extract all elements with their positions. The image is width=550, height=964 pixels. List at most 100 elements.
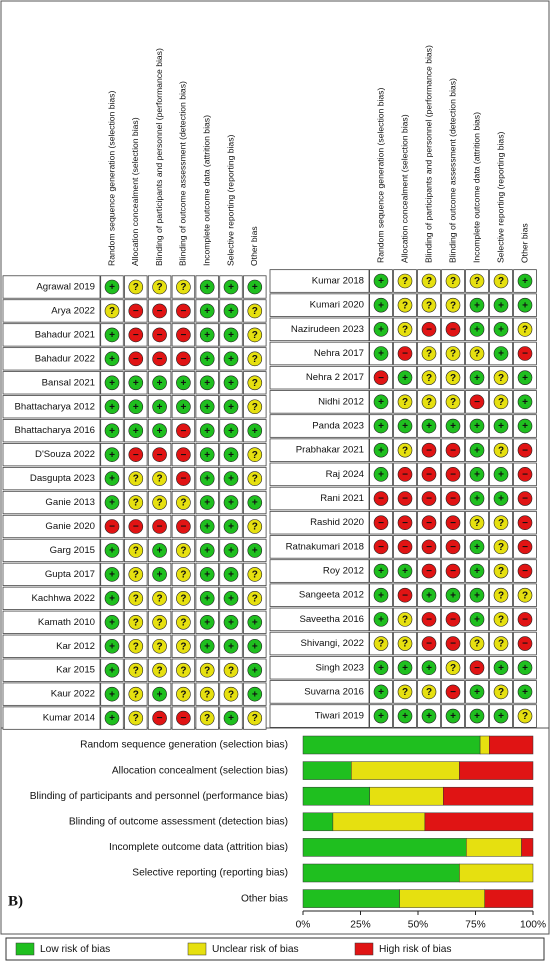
- judgment-circle: [152, 710, 167, 726]
- judgment-symbol: −: [133, 522, 139, 533]
- domain-header: Blinding of outcome assessment (detectio…: [447, 78, 457, 263]
- judgment-symbol: −: [474, 397, 480, 408]
- judgment-symbol: ?: [180, 641, 186, 652]
- judgment-circle: [493, 563, 509, 579]
- judgment-symbol: +: [498, 711, 504, 722]
- judgment-circle: [128, 543, 144, 558]
- judgment-symbol: ?: [157, 617, 163, 628]
- judgment-symbol: +: [109, 402, 115, 413]
- judgment-symbol: −: [378, 518, 384, 529]
- judgment-symbol: ?: [522, 711, 528, 722]
- study-name: Roy 2012: [323, 566, 364, 577]
- judgment-circle: [517, 515, 533, 531]
- judgment-symbol: ?: [204, 713, 210, 724]
- study-name: Dasgupta 2023: [30, 473, 95, 484]
- judgment-circle: [493, 370, 509, 385]
- judgment-circle: [128, 495, 144, 510]
- study-name: Kar 2012: [56, 641, 95, 652]
- judgment-circle: [247, 471, 263, 486]
- judgment-circle: [373, 297, 389, 313]
- judgment-symbol: ?: [252, 474, 258, 485]
- judgment-circle: [199, 375, 215, 391]
- judgment-symbol: +: [204, 378, 210, 389]
- judgment-circle: [373, 636, 389, 651]
- study-name: Bhattacharya 2016: [14, 425, 95, 436]
- judgment-circle: [493, 491, 509, 506]
- judgment-circle: [128, 614, 144, 630]
- judgment-circle: [421, 491, 437, 506]
- judgment-symbol: +: [474, 494, 480, 505]
- bar: [399, 889, 485, 908]
- judgment-circle: [469, 684, 485, 700]
- judgment-circle: [373, 587, 389, 603]
- judgment-symbol: +: [228, 282, 234, 293]
- judgment-circle: [373, 708, 389, 724]
- judgment-circle: [247, 327, 263, 343]
- judgment-symbol: ?: [450, 300, 456, 311]
- judgment-symbol: −: [180, 306, 186, 317]
- judgment-circle: [223, 662, 239, 678]
- judgment-symbol: +: [474, 590, 480, 601]
- judgment-symbol: ?: [133, 665, 139, 676]
- judgment-circle: [223, 471, 239, 486]
- domain-header: Incomplete outcome data (attrition bias): [471, 112, 481, 263]
- judgment-symbol: −: [109, 522, 115, 533]
- study-name: Kumar 2014: [43, 713, 96, 724]
- judgment-symbol: −: [426, 494, 432, 505]
- judgment-symbol: ?: [498, 590, 504, 601]
- study-cell: [269, 317, 370, 342]
- judgment-symbol: ?: [228, 665, 234, 676]
- bar: [302, 761, 352, 780]
- judgment-circle: [493, 515, 509, 531]
- judgment-symbol: ?: [450, 276, 456, 287]
- judgment-symbol: −: [157, 713, 163, 724]
- study-cell: [269, 559, 370, 583]
- judgment-symbol: +: [474, 566, 480, 577]
- judgment-circle: [128, 519, 144, 534]
- judgment-circle: [176, 351, 191, 367]
- judgment-circle: [373, 563, 389, 579]
- judgment-circle: [397, 660, 413, 676]
- judgment-symbol: −: [402, 349, 408, 360]
- judgment-circle: [223, 638, 239, 654]
- y-tick-label: Selective reporting (reporting bias): [132, 868, 288, 879]
- judgment-circle: [247, 686, 263, 702]
- study-name: Saveetha 2016: [299, 614, 364, 625]
- judgment-circle: [247, 303, 263, 319]
- judgment-symbol: ?: [133, 689, 139, 700]
- judgment-circle: [445, 297, 461, 313]
- domain-header: Blinding of outcome assessment (detectio…: [178, 81, 188, 266]
- judgment-symbol: ?: [522, 324, 528, 335]
- judgment-circle: [152, 638, 167, 654]
- judgment-symbol: +: [378, 566, 384, 577]
- judgment-circle: [199, 327, 215, 343]
- judgment-circle: [445, 684, 461, 700]
- judgment-circle: [373, 370, 389, 385]
- judgment-symbol: +: [450, 711, 456, 722]
- judgment-circle: [128, 279, 144, 295]
- y-tick-label: Other bias: [241, 893, 288, 904]
- study-cell: [269, 414, 370, 438]
- judgment-circle: [493, 467, 509, 482]
- judgment-symbol: +: [109, 426, 115, 437]
- judgment-circle: [104, 279, 120, 295]
- judgment-circle: [421, 612, 437, 627]
- judgment-symbol: +: [204, 522, 210, 533]
- study-cell: [2, 347, 101, 371]
- judgment-circle: [397, 370, 413, 385]
- judgment-circle: [469, 587, 485, 603]
- study-cell: [269, 655, 370, 680]
- judgment-circle: [397, 442, 413, 458]
- judgment-circle: [445, 660, 461, 676]
- judgment-circle: [493, 708, 509, 724]
- study-name: Sangeeta 2012: [299, 590, 364, 601]
- judgment-circle: [152, 327, 167, 343]
- judgment-circle: [199, 303, 215, 319]
- legend-swatch: [15, 942, 35, 956]
- judgment-symbol: ?: [180, 665, 186, 676]
- study-cell: [2, 275, 101, 299]
- judgment-symbol: ?: [133, 498, 139, 509]
- judgment-circle: [397, 322, 413, 337]
- judgment-circle: [517, 684, 533, 700]
- study-cell: [2, 419, 101, 443]
